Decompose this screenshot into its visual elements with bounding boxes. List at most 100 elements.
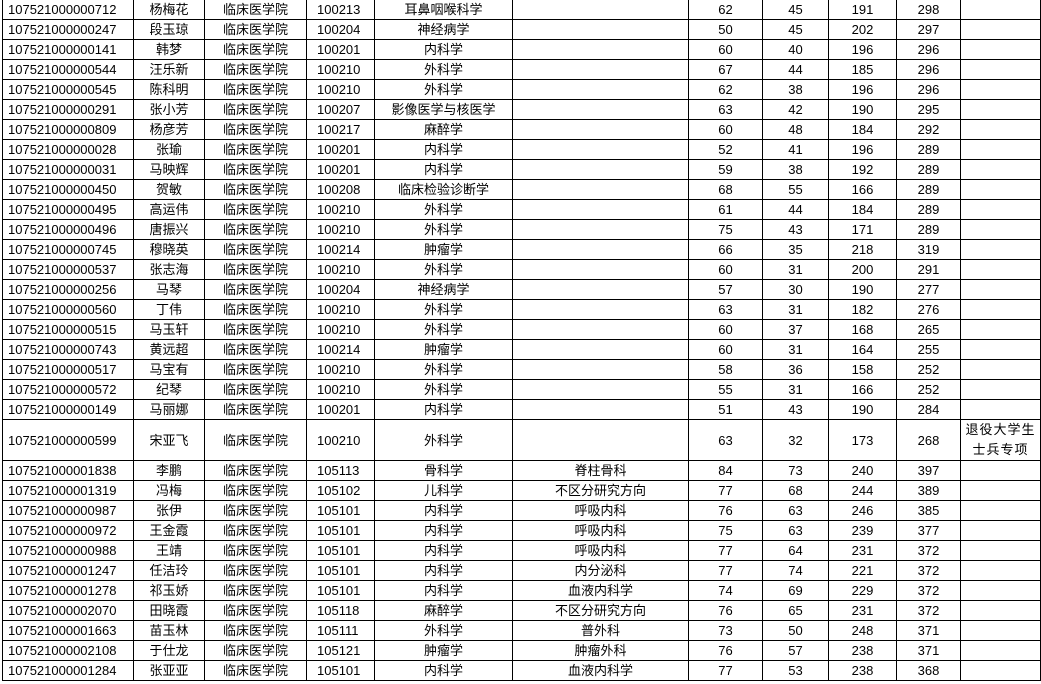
note-cell [960,580,1041,601]
candidate-id-cell: 107521000000291 [2,99,134,120]
note-cell [960,279,1041,300]
major-cell: 外科学 [374,299,513,320]
major-code-cell: 100210 [306,359,375,380]
score-language-cell: 31 [762,259,829,280]
name-cell: 田晓霞 [133,600,205,621]
score-language-cell: 63 [762,520,829,541]
score-language-cell: 35 [762,239,829,260]
college-cell: 临床医学院 [204,299,307,320]
table-row: 107521000000450 贺敏 临床医学院 100208 临床检验诊断学 68 55 1… [2,179,1041,200]
candidate-id-cell: 107521000001663 [2,620,134,641]
table-row: 107521000002070 田晓霞 临床医学院 105118 麻醉学 不区分研究方向 7… [2,600,1041,621]
college-cell: 临床医学院 [204,560,307,581]
direction-cell: 血液内科学 [512,660,689,681]
total-score-cell: 291 [896,259,961,280]
score-major-cell: 166 [828,179,897,200]
score-politics-cell: 60 [688,319,763,340]
major-code-cell: 100217 [306,119,375,140]
college-cell: 临床医学院 [204,500,307,521]
score-major-cell: 221 [828,560,897,581]
score-politics-cell: 62 [688,0,763,20]
major-code-cell: 105101 [306,580,375,601]
table-row: 107521000001838 李鹏 临床医学院 105113 骨科学 脊柱骨科 84 73 2… [2,460,1041,481]
direction-cell [512,199,689,220]
direction-cell [512,259,689,280]
name-cell: 唐振兴 [133,219,205,240]
name-cell: 马映辉 [133,159,205,180]
name-cell: 祁玉娇 [133,580,205,601]
major-code-cell: 105121 [306,640,375,661]
table-row: 107521000000256 马琴 临床医学院 100204 神经病学 57 30 190 2… [2,279,1041,300]
direction-cell [512,299,689,320]
total-score-cell: 289 [896,219,961,240]
major-code-cell: 100210 [306,419,375,461]
table-row: 107521000000988 王靖 临床医学院 105101 内科学 呼吸内科 77 64 2… [2,540,1041,561]
table-row: 107521000000809 杨彦芳 临床医学院 100217 麻醉学 60 48 184 2… [2,119,1041,140]
college-cell: 临床医学院 [204,480,307,501]
note-cell [960,660,1041,681]
direction-cell: 血液内科学 [512,580,689,601]
table-row: 107521000001319 冯梅 临床医学院 105102 儿科学 不区分研究方向 77… [2,480,1041,501]
name-cell: 杨彦芳 [133,119,205,140]
candidate-id-cell: 107521000000745 [2,239,134,260]
note-cell [960,540,1041,561]
name-cell: 穆晓英 [133,239,205,260]
candidate-id-cell: 107521000001278 [2,580,134,601]
college-cell: 临床医学院 [204,540,307,561]
total-score-cell: 397 [896,460,961,481]
table-row: 107521000000745 穆晓英 临床医学院 100214 肿瘤学 66 35 218 3… [2,239,1041,260]
score-language-cell: 36 [762,359,829,380]
score-politics-cell: 50 [688,19,763,40]
candidate-id-cell: 107521000000496 [2,219,134,240]
major-code-cell: 105101 [306,540,375,561]
table-row: 107521000001278 祁玉娇 临床医学院 105101 内科学 血液内科学 74 6… [2,580,1041,601]
major-code-cell: 100210 [306,299,375,320]
note-cell [960,19,1041,40]
major-cell: 内科学 [374,500,513,521]
direction-cell: 普外科 [512,620,689,641]
total-score-cell: 372 [896,600,961,621]
direction-cell [512,419,689,461]
major-code-cell: 105102 [306,480,375,501]
college-cell: 临床医学院 [204,19,307,40]
total-score-cell: 385 [896,500,961,521]
score-major-cell: 196 [828,79,897,100]
major-code-cell: 100201 [306,39,375,60]
total-score-cell: 292 [896,119,961,140]
direction-cell [512,0,689,20]
direction-cell: 呼吸内科 [512,540,689,561]
table-row: 107521000000972 王金霞 临床医学院 105101 内科学 呼吸内科 75 63… [2,520,1041,541]
score-major-cell: 173 [828,419,897,461]
major-code-cell: 105113 [306,460,375,481]
score-politics-cell: 75 [688,219,763,240]
total-score-cell: 372 [896,580,961,601]
total-score-cell: 389 [896,480,961,501]
major-code-cell: 105118 [306,600,375,621]
name-cell: 宋亚飞 [133,419,205,461]
major-code-cell: 100204 [306,279,375,300]
score-language-cell: 50 [762,620,829,641]
score-politics-cell: 68 [688,179,763,200]
name-cell: 陈科明 [133,79,205,100]
score-politics-cell: 77 [688,560,763,581]
direction-cell: 内分泌科 [512,560,689,581]
candidate-id-cell: 107521000000149 [2,399,134,420]
major-code-cell: 100213 [306,0,375,20]
major-cell: 内科学 [374,159,513,180]
direction-cell [512,319,689,340]
note-cell [960,480,1041,501]
college-cell: 临床医学院 [204,460,307,481]
table-row: 107521000002108 于仕龙 临床医学院 105121 肿瘤学 肿瘤外科 76 57… [2,640,1041,661]
candidate-id-cell: 107521000000031 [2,159,134,180]
note-cell [960,520,1041,541]
score-politics-cell: 60 [688,39,763,60]
college-cell: 临床医学院 [204,339,307,360]
candidate-id-cell: 107521000000572 [2,379,134,400]
score-politics-cell: 77 [688,660,763,681]
score-major-cell: 248 [828,620,897,641]
candidate-id-cell: 107521000001247 [2,560,134,581]
table-row: 107521000000495 高运伟 临床医学院 100210 外科学 61 44 184 2… [2,199,1041,220]
major-code-cell: 100210 [306,59,375,80]
note-cell [960,640,1041,661]
major-cell: 神经病学 [374,279,513,300]
